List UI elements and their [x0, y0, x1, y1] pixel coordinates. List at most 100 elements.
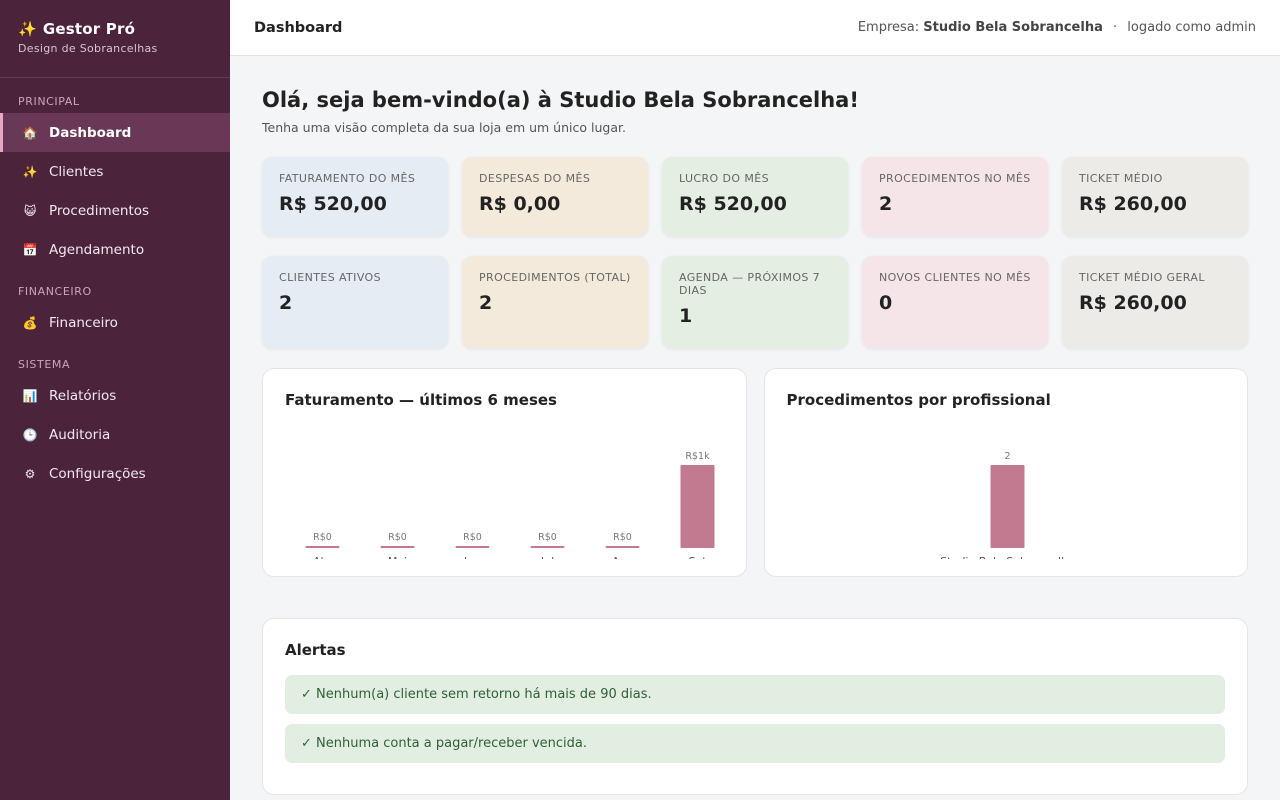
sidebar-item-label: Agendamento: [49, 241, 145, 258]
stats-row-general: Clientes ativos 2 Procedimentos (total) …: [262, 256, 1248, 348]
sidebar-item-relatorios[interactable]: 📊 Relatórios: [0, 376, 230, 415]
chart-bar: [990, 465, 1024, 548]
bar-value-label: R$0: [388, 532, 407, 543]
clock-icon: 🕒: [22, 427, 38, 442]
sidebar-item-procedimentos[interactable]: 😺 Procedimentos: [0, 191, 230, 230]
sidebar-item-label: Clientes: [49, 163, 104, 180]
stat-label: Ticket médio geral: [1079, 271, 1205, 284]
x-tick-label: Mai: [388, 555, 407, 559]
face-icon: 😺: [23, 203, 37, 218]
stat-card: Despesas do mês R$ 0,00: [462, 157, 648, 236]
bar-value-label: R$0: [463, 532, 482, 543]
professional-chart-card: Procedimentos por profissional 2 Studio B…: [763, 368, 1248, 577]
money-bag-icon: 💰: [22, 315, 38, 330]
stat-value: R$ 260,00: [1079, 292, 1187, 314]
x-tick-label: Set: [688, 555, 707, 559]
stat-label: Clientes ativos: [279, 271, 381, 284]
sidebar-item-label: Dashboard: [49, 124, 132, 141]
house-icon: 🏠: [22, 125, 38, 140]
stat-value: 2: [879, 193, 893, 215]
charts-row: Faturamento — últimos 6 meses R$0 Abr R$0 M…: [262, 368, 1248, 577]
x-tick-label: Ago: [612, 555, 634, 559]
professional-chart: 2 Studio Bela Sobrancelha: [940, 451, 1075, 559]
chart-bar: [530, 546, 565, 548]
stats-row-month: Faturamento do mês R$ 520,00 Despesas do…: [262, 157, 1248, 236]
bar-value-label: R$0: [313, 532, 332, 543]
stat-value: 2: [479, 292, 493, 314]
welcome-subtitle: Tenha uma visão completa da sua loja em …: [262, 120, 626, 135]
nav-section-sistema: SISTEMA: [18, 358, 71, 371]
stat-card: Faturamento do mês R$ 520,00: [262, 157, 448, 236]
stat-card: Agenda — próximos 7 dias 1: [662, 256, 848, 348]
welcome-title: Olá, seja bem-vindo(a) à Studio Bela Sob…: [262, 88, 859, 112]
topbar: Dashboard Empresa: Studio Bela Sobrancel…: [230, 0, 1280, 56]
separator: ·: [1113, 20, 1118, 35]
nav-section-principal: PRINCIPAL: [18, 95, 80, 108]
chart-bar: [455, 546, 490, 548]
stat-label: Procedimentos (total): [479, 271, 631, 284]
bar-value-label: 2: [1004, 451, 1010, 462]
bar-value-label: R$1k: [685, 451, 710, 462]
sparkles-icon: ✨: [22, 164, 38, 179]
stat-value: R$ 520,00: [279, 193, 387, 215]
chart-title: Faturamento — últimos 6 meses: [285, 391, 557, 409]
x-tick-label: Jun: [463, 555, 481, 559]
sidebar-item-dashboard[interactable]: 🏠 Dashboard: [0, 113, 230, 152]
bar-value-label: R$0: [538, 532, 557, 543]
main-content: Olá, seja bem-vindo(a) à Studio Bela Sob…: [230, 56, 1280, 800]
chart-bar: [605, 546, 640, 548]
bar-value-label: R$0: [613, 532, 632, 543]
bar-chart-icon: 📊: [22, 388, 38, 403]
sidebar-item-label: Configurações: [49, 465, 146, 482]
sidebar-item-agendamento[interactable]: 📅 Agendamento: [0, 230, 230, 269]
stat-value: 1: [679, 305, 693, 327]
sidebar-item-clientes[interactable]: ✨ Clientes: [0, 152, 230, 191]
sidebar-item-label: Financeiro: [49, 314, 118, 331]
stat-card: Lucro do mês R$ 520,00: [662, 157, 848, 236]
stat-value: 0: [879, 292, 893, 314]
gear-icon: ⚙: [24, 466, 36, 481]
x-tick-label: Studio Bela Sobrancelha: [940, 555, 1075, 559]
calendar-icon: 📅: [22, 242, 38, 257]
brand: ✨ Gestor Pró Design de Sobrancelhas: [0, 0, 230, 78]
sidebar-item-configuracoes[interactable]: ⚙ Configurações: [0, 454, 230, 493]
stat-card: Ticket médio geral R$ 260,00: [1062, 256, 1248, 348]
stat-card: Procedimentos no mês 2: [862, 157, 1048, 236]
alert-item: ✓ Nenhuma conta a pagar/receber vencida.: [285, 724, 1225, 763]
stat-label: Ticket médio: [1079, 172, 1163, 185]
chart-bar: [680, 465, 715, 548]
stat-value: R$ 0,00: [479, 193, 561, 215]
chart-bar: [305, 546, 340, 548]
stat-label: Despesas do mês: [479, 172, 591, 185]
stat-label: Lucro do mês: [679, 172, 769, 185]
stat-card: Clientes ativos 2: [262, 256, 448, 348]
chart-bar: [380, 546, 415, 548]
sidebar: ✨ Gestor Pró Design de Sobrancelhas PRIN…: [0, 0, 230, 800]
sidebar-item-label: Procedimentos: [49, 202, 150, 219]
alert-item: ✓ Nenhum(a) cliente sem retorno há mais …: [285, 675, 1225, 714]
sidebar-item-auditoria[interactable]: 🕒 Auditoria: [0, 415, 230, 454]
stat-card: Ticket médio R$ 260,00: [1062, 157, 1248, 236]
sidebar-item-label: Relatórios: [49, 387, 117, 404]
stat-value: R$ 260,00: [1079, 193, 1187, 215]
sidebar-item-label: Auditoria: [49, 426, 111, 443]
alerts-title: Alertas: [285, 641, 346, 659]
sidebar-item-financeiro[interactable]: 💰 Financeiro: [0, 303, 230, 342]
stat-value: R$ 520,00: [679, 193, 787, 215]
stat-label: Procedimentos no mês: [879, 172, 1031, 185]
alerts-card: Alertas ✓ Nenhum(a) cliente sem retorno …: [262, 618, 1248, 795]
page-title: Dashboard: [254, 19, 343, 36]
brand-subtitle: Design de Sobrancelhas: [18, 42, 158, 55]
nav-section-financeiro: FINANCEIRO: [18, 285, 92, 298]
chart-title: Procedimentos por profissional: [786, 391, 1051, 409]
brand-title[interactable]: ✨ Gestor Pró: [18, 20, 212, 38]
stat-label: Faturamento do mês: [279, 172, 416, 185]
company-prefix: Empresa:: [857, 20, 920, 35]
stat-label: Agenda — próximos 7 dias: [679, 271, 821, 297]
stat-value: 2: [279, 292, 293, 314]
stat-card: Procedimentos (total) 2: [462, 256, 648, 348]
brand-name: Gestor Pró: [42, 20, 136, 38]
revenue-chart: R$0 Abr R$0 Mai R$0 Jun R$0 Jul R$0 Ago R$1k Set: [305, 451, 715, 559]
